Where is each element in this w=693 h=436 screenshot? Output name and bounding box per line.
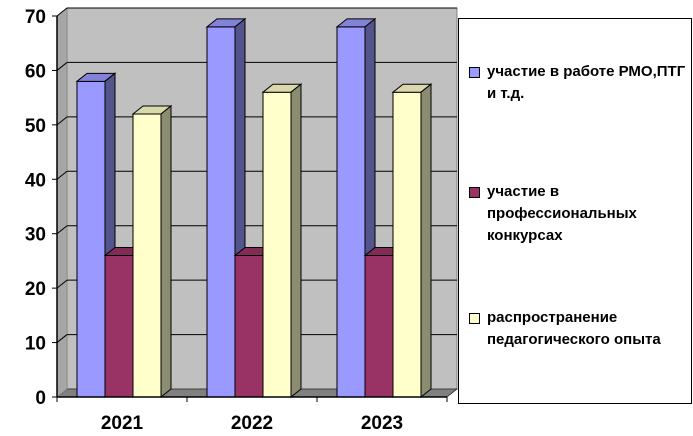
bar bbox=[364, 254, 394, 398]
gridline-diagonal bbox=[56, 62, 68, 71]
axes bbox=[56, 16, 447, 398]
legend-item-experience: распространение педагогического опыта bbox=[469, 307, 687, 351]
bar bbox=[132, 113, 162, 398]
x-axis-labels: 2021 2022 2023 bbox=[56, 397, 448, 434]
legend-label-contests: участие в профессиональных конкурсах bbox=[487, 183, 637, 244]
bar bbox=[234, 254, 264, 398]
gridline-diagonal bbox=[56, 116, 68, 126]
gridline-diagonal bbox=[56, 279, 68, 289]
bar-side bbox=[160, 104, 172, 399]
y-tick-label: 50 bbox=[25, 116, 46, 137]
bar bbox=[336, 26, 366, 398]
bar bbox=[262, 91, 292, 398]
gridline-diagonal bbox=[56, 225, 68, 235]
y-axis-ticks: 0 10 20 30 40 50 60 70 bbox=[25, 7, 57, 409]
y-tick-label: 60 bbox=[25, 61, 46, 82]
legend: участие в работе РМО,ПТГ и т.д. участие … bbox=[458, 18, 692, 404]
legend-swatch-rmo bbox=[469, 67, 480, 78]
bars bbox=[75, 17, 433, 399]
gridline-diagonal bbox=[56, 334, 68, 343]
bar bbox=[206, 26, 236, 398]
bar bbox=[104, 254, 134, 398]
y-tick-label: 20 bbox=[25, 279, 46, 300]
legend-swatch-experience bbox=[469, 313, 480, 324]
x-category-label: 2023 bbox=[361, 413, 403, 434]
legend-label-experience: распространение педагогического опыта bbox=[487, 309, 661, 348]
y-tick-label: 10 bbox=[25, 334, 46, 355]
legend-swatch-contests bbox=[469, 187, 480, 198]
y-tick-label: 70 bbox=[25, 7, 46, 28]
legend-item-rmo: участие в работе РМО,ПТГ и т.д. bbox=[469, 61, 687, 105]
y-tick-label: 30 bbox=[25, 225, 46, 246]
x-category-label: 2021 bbox=[101, 413, 144, 434]
bar bbox=[76, 80, 106, 398]
legend-label-rmo: участие в работе РМО,ПТГ и т.д. bbox=[487, 63, 686, 102]
gridline-diagonal bbox=[56, 170, 68, 180]
gridline-diagonal bbox=[56, 7, 68, 17]
bar-side bbox=[290, 83, 302, 399]
y-tick-label: 0 bbox=[35, 388, 46, 409]
legend-item-contests: участие в профессиональных конкурсах bbox=[469, 181, 687, 247]
bar-side bbox=[420, 83, 432, 399]
bar bbox=[392, 91, 422, 398]
x-category-label: 2022 bbox=[231, 413, 273, 434]
y-tick-label: 40 bbox=[25, 170, 46, 191]
